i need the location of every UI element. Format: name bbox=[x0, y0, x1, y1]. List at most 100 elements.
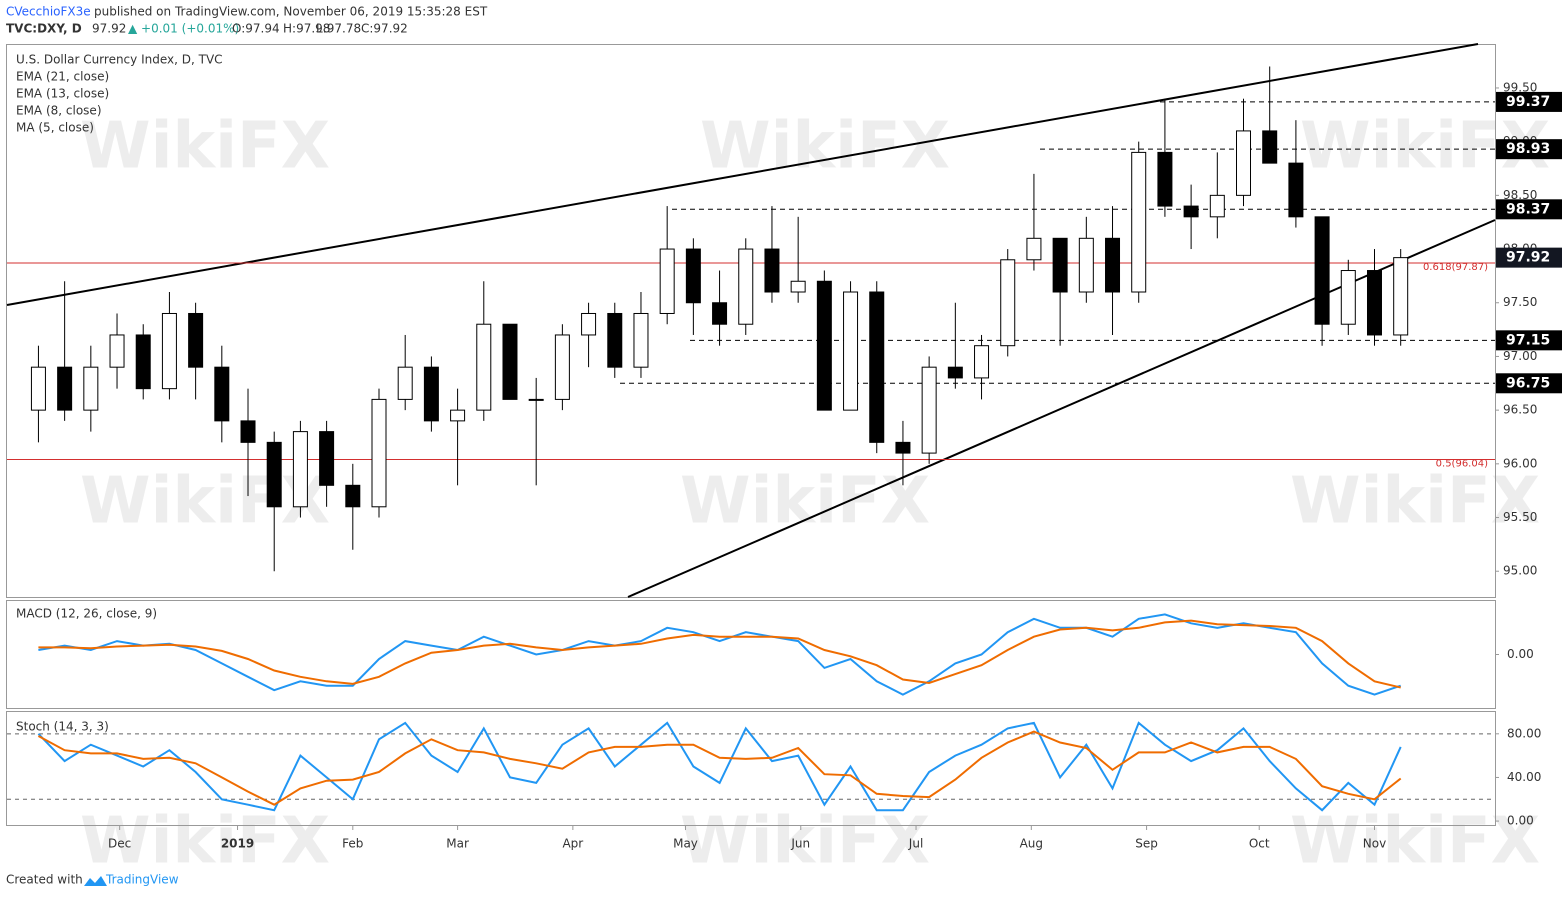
y-tick-label: 96.50 bbox=[1503, 403, 1537, 417]
y-tick-label: 99.50 bbox=[1503, 80, 1537, 94]
candle-body bbox=[476, 323, 492, 411]
fib-label: 0.5(96.04) bbox=[1436, 459, 1488, 470]
ohlc-close: C:97.92 bbox=[361, 22, 408, 36]
y-tick-label: 96.00 bbox=[1503, 456, 1537, 470]
x-tick-label: Jul bbox=[908, 837, 923, 851]
symbol: TVC:DXY, D bbox=[6, 22, 82, 36]
x-tick-label: Dec bbox=[108, 837, 131, 851]
candle-body bbox=[843, 291, 859, 411]
candle-body bbox=[188, 312, 204, 368]
candle-body bbox=[345, 484, 361, 508]
candle-body bbox=[528, 398, 544, 401]
level-box bbox=[1496, 139, 1562, 160]
legend-entry: U.S. Dollar Currency Index, D, TVC bbox=[16, 53, 223, 67]
candle-body bbox=[1366, 270, 1382, 336]
last-price-box bbox=[1496, 247, 1562, 268]
candle-body bbox=[659, 248, 675, 314]
x-tick-label: Oct bbox=[1249, 837, 1270, 851]
candle-body bbox=[1052, 237, 1068, 293]
candle-body bbox=[554, 334, 570, 400]
candle-body bbox=[1105, 237, 1121, 293]
candle-body bbox=[869, 291, 885, 443]
candle-body bbox=[790, 280, 806, 293]
candle-body bbox=[1209, 194, 1225, 218]
stoch-line bbox=[37, 721, 1402, 812]
x-tick-label: Feb bbox=[342, 837, 363, 851]
x-tick-label: Sep bbox=[1135, 837, 1158, 851]
candle-body bbox=[1288, 162, 1304, 218]
candle-body bbox=[1262, 130, 1278, 164]
watermark: WikiFX bbox=[680, 805, 930, 879]
level-box bbox=[1496, 91, 1562, 112]
y-tick-label: 40.00 bbox=[1507, 770, 1541, 784]
candle-body bbox=[214, 366, 230, 422]
candle-body bbox=[1340, 270, 1356, 325]
candle-body bbox=[581, 312, 597, 336]
level-label: 96.75 bbox=[1506, 375, 1550, 391]
y-tick-label: 0.00 bbox=[1507, 647, 1534, 661]
footer-brand: TradingView bbox=[105, 873, 179, 887]
candle-body bbox=[633, 312, 649, 368]
y-tick-label: 98.50 bbox=[1503, 188, 1537, 202]
candle-body bbox=[712, 302, 728, 325]
legend-entry: MA (5, close) bbox=[16, 121, 94, 135]
legend-entry: EMA (21, close) bbox=[16, 70, 109, 84]
legend-entry: EMA (8, close) bbox=[16, 104, 102, 118]
candle-body bbox=[371, 398, 387, 508]
main-pane bbox=[6, 44, 1496, 598]
candle-body bbox=[895, 441, 911, 454]
ohlc-high: H:97.98 bbox=[283, 22, 330, 36]
last-price-label: 97.92 bbox=[1506, 250, 1550, 266]
candle-body bbox=[240, 420, 256, 443]
watermark: WikiFX bbox=[80, 805, 330, 879]
macd-line bbox=[38, 613, 1402, 696]
watermarks: WikiFX WikiFX WikiFX WikiFX WikiFX WikiF… bbox=[80, 110, 1550, 879]
ohlc-low: L:97.78 bbox=[316, 22, 361, 36]
x-tick-label: Aug bbox=[1020, 837, 1043, 851]
candle-body bbox=[685, 248, 701, 304]
macd-line bbox=[38, 619, 1401, 689]
candle-body bbox=[1157, 151, 1173, 207]
x-tick-label: May bbox=[673, 837, 698, 851]
candle-body bbox=[947, 366, 963, 379]
candle-body bbox=[1183, 205, 1199, 218]
candle-body bbox=[319, 431, 335, 486]
x-tick-label: Apr bbox=[562, 837, 583, 851]
y-tick-label: 95.50 bbox=[1503, 510, 1537, 524]
level-label: 99.37 bbox=[1506, 94, 1550, 110]
watermark: WikiFX bbox=[80, 465, 330, 539]
y-tick-label: 0.00 bbox=[1507, 814, 1534, 828]
candle-body bbox=[607, 312, 623, 368]
ohlc-open: O:97.94 bbox=[232, 22, 280, 36]
author: CVecchioFX3e bbox=[6, 5, 91, 19]
candle-body bbox=[921, 366, 937, 454]
level-label: 98.37 bbox=[1506, 201, 1550, 217]
candle-body bbox=[397, 366, 413, 400]
level-box bbox=[1496, 199, 1562, 220]
watermark: WikiFX bbox=[1290, 465, 1540, 539]
candle-body bbox=[1393, 257, 1409, 336]
watermark: WikiFX bbox=[700, 110, 950, 184]
macd-pane bbox=[6, 600, 1496, 709]
candle-body bbox=[135, 334, 151, 390]
published: published on TradingView.com, November 0… bbox=[94, 5, 488, 19]
candle-body bbox=[1236, 130, 1252, 196]
level-box bbox=[1496, 373, 1562, 394]
candle-body bbox=[266, 441, 282, 508]
candle-body bbox=[450, 409, 466, 422]
candle-body bbox=[292, 431, 308, 508]
y-tick-label: 80.00 bbox=[1507, 726, 1541, 740]
candle-body bbox=[502, 323, 518, 400]
candle-body bbox=[974, 345, 990, 379]
candle-body bbox=[57, 366, 73, 411]
watermark: WikiFX bbox=[80, 110, 330, 184]
level-box bbox=[1496, 330, 1562, 351]
stoch-title: Stoch (14, 3, 3) bbox=[16, 720, 109, 734]
candle-body bbox=[1000, 259, 1016, 347]
x-tick-label: Mar bbox=[446, 837, 469, 851]
candle-body bbox=[423, 366, 439, 422]
candle-body bbox=[30, 366, 46, 411]
watermark: WikiFX bbox=[1290, 805, 1540, 879]
